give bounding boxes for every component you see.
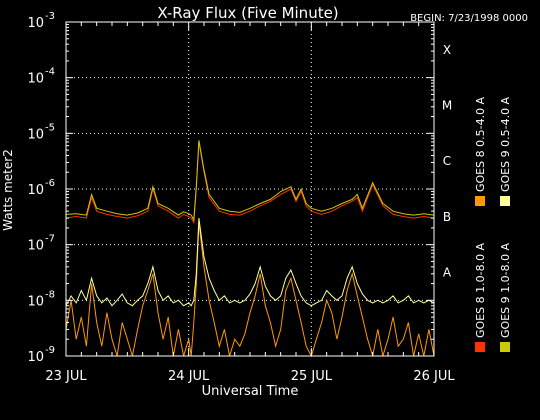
series-line-4: [65, 218, 435, 307]
legend: GOES 8 1.0-8.0 A GOES 8 0.5-4.0 A GOES 9 1…: [474, 96, 512, 352]
chart-title: X-Ray Flux (Five Minute): [157, 4, 338, 22]
y-tick-exponent: -4: [45, 67, 55, 78]
legend-swatch: [475, 196, 485, 206]
y-tick-label: 10: [27, 183, 44, 198]
series-layer: [65, 140, 435, 358]
flare-class-labels: A B C M X: [442, 43, 452, 280]
legend-swatch: [500, 196, 510, 206]
y-tick-exponent: -8: [45, 289, 55, 300]
legend-label: GOES 9 1.0-8.0 A: [499, 242, 512, 338]
y-tick-exponent: -9: [45, 345, 55, 356]
x-tick-label: 25 JUL: [291, 369, 333, 384]
y-tick-exponent: -3: [45, 11, 55, 22]
begin-label: BEGIN: 7/23/1998 0000: [410, 13, 528, 24]
x-tick-label: 26 JUL: [413, 369, 455, 384]
flare-class-B: B: [443, 210, 451, 224]
y-tick-label: 10: [27, 294, 44, 309]
y-axis-label: Watts meter2: [1, 149, 15, 231]
flare-class-C: C: [443, 154, 451, 168]
legend-label: GOES 8 0.5-4.0 A: [474, 96, 487, 192]
grid-layer: [66, 22, 434, 356]
x-tick-label: 23 JUL: [45, 369, 87, 384]
series-line-3: [65, 140, 435, 222]
legend-swatch: [475, 342, 485, 352]
y-tick-label: 10: [27, 350, 44, 365]
y-tick-label: 10: [27, 127, 44, 142]
legend-label: GOES 8 1.0-8.0 A: [474, 242, 487, 338]
y-tick-label: 10: [27, 72, 44, 87]
legend-swatch: [500, 342, 510, 352]
series-line-1: [65, 141, 435, 225]
x-axis-label: Universal Time: [202, 384, 299, 399]
flare-class-X: X: [443, 43, 451, 57]
y-tick-exponent: -6: [45, 178, 55, 189]
legend-label: GOES 9 0.5-4.0 A: [499, 96, 512, 192]
flare-class-M: M: [442, 99, 452, 113]
y-tick-label: 10: [27, 16, 44, 31]
y-tick-exponent: -5: [45, 122, 55, 133]
x-axis-ticks: 23 JUL 24 JUL 25 JUL 26 JUL: [45, 22, 455, 384]
y-tick-label: 10: [27, 239, 44, 254]
x-tick-label: 24 JUL: [168, 369, 210, 384]
y-tick-exponent: -7: [45, 234, 55, 245]
flare-class-A: A: [443, 266, 452, 280]
series-line-2: [65, 222, 435, 358]
